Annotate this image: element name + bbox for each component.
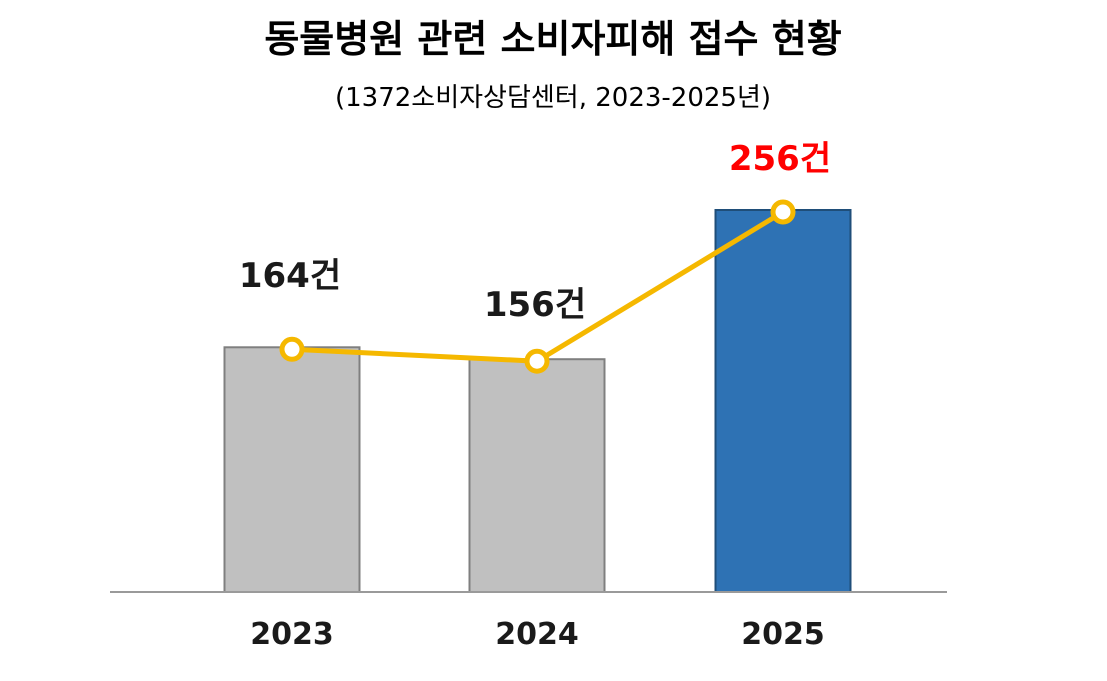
bar-2024 bbox=[468, 358, 606, 593]
x-tick-label-2025: 2025 bbox=[741, 617, 825, 652]
bar-2023 bbox=[223, 346, 361, 593]
trend-line-group bbox=[279, 199, 796, 374]
chart-subtitle: (1372소비자상담센터, 2023-2025년) bbox=[335, 83, 771, 113]
x-tick-labels: 2023 2024 2025 bbox=[250, 617, 825, 652]
data-labels: 164건 156건 256건 bbox=[239, 139, 831, 325]
trend-marker-2023 bbox=[279, 336, 305, 362]
data-label-2024: 156건 bbox=[484, 285, 586, 325]
data-label-2023: 164건 bbox=[239, 256, 341, 296]
chart-title: 동물병원 관련 소비자피해 접수 현황 bbox=[264, 17, 841, 61]
data-label-2025: 256건 bbox=[729, 139, 831, 179]
trend-marker-2024 bbox=[524, 348, 550, 374]
x-tick-label-2023: 2023 bbox=[250, 617, 334, 652]
x-tick-label-2024: 2024 bbox=[495, 617, 579, 652]
bar-2025 bbox=[714, 209, 852, 593]
trend-marker-2025 bbox=[770, 199, 796, 225]
